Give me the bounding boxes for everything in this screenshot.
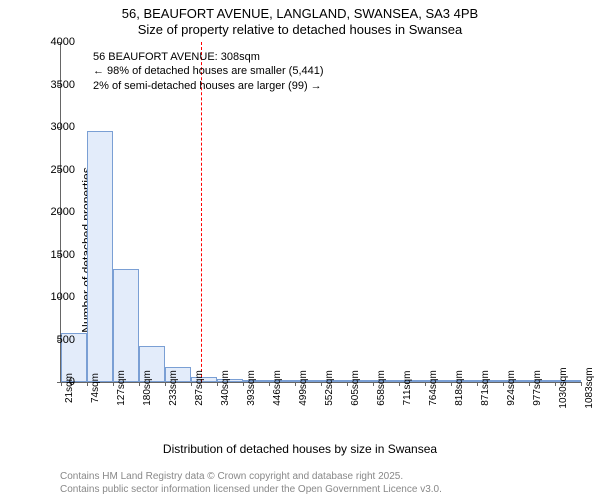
xtick-mark <box>191 382 192 386</box>
xtick-label: 287sqm <box>194 370 205 406</box>
xtick-label: 21sqm <box>64 373 75 403</box>
ytick-label: 1500 <box>51 249 75 261</box>
xtick-label: 233sqm <box>168 370 179 406</box>
xtick-mark <box>373 382 374 386</box>
xtick-mark <box>555 382 556 386</box>
marker-annotation: 56 BEAUFORT AVENUE: 308sqm← 98% of detac… <box>93 50 324 93</box>
xtick-mark <box>477 382 478 386</box>
xtick-label: 74sqm <box>90 373 101 403</box>
chart-title-line2: Size of property relative to detached ho… <box>0 22 600 37</box>
xtick-mark <box>139 382 140 386</box>
attribution-line2: Contains public sector information licen… <box>60 484 442 495</box>
histogram-bar <box>87 131 113 382</box>
xtick-mark <box>113 382 114 386</box>
xtick-mark <box>399 382 400 386</box>
xtick-mark <box>217 382 218 386</box>
xtick-label: 180sqm <box>142 370 153 406</box>
xtick-mark <box>269 382 270 386</box>
xtick-label: 711sqm <box>402 371 413 406</box>
histogram-bar <box>113 269 139 382</box>
xtick-label: 605sqm <box>350 370 361 406</box>
xtick-mark <box>321 382 322 386</box>
xtick-label: 552sqm <box>324 370 335 406</box>
annotation-line3: 2% of semi-detached houses are larger (9… <box>93 79 324 93</box>
marker-line <box>201 42 202 382</box>
chart-title-line1: 56, BEAUFORT AVENUE, LANGLAND, SWANSEA, … <box>0 6 600 21</box>
xtick-mark <box>165 382 166 386</box>
ytick-label: 4000 <box>51 36 75 48</box>
xtick-label: 127sqm <box>116 370 127 406</box>
chart-container: 56, BEAUFORT AVENUE, LANGLAND, SWANSEA, … <box>0 0 600 500</box>
plot-area: 56 BEAUFORT AVENUE: 308sqm← 98% of detac… <box>60 42 581 383</box>
x-axis-label: Distribution of detached houses by size … <box>0 442 600 456</box>
xtick-mark <box>451 382 452 386</box>
attribution-line1: Contains HM Land Registry data © Crown c… <box>60 471 403 482</box>
xtick-mark <box>243 382 244 386</box>
xtick-mark <box>295 382 296 386</box>
xtick-label: 977sqm <box>532 370 543 406</box>
xtick-mark <box>347 382 348 386</box>
ytick-label: 3000 <box>51 121 75 133</box>
xtick-label: 818sqm <box>454 370 465 406</box>
annotation-line1: 56 BEAUFORT AVENUE: 308sqm <box>93 50 324 64</box>
xtick-mark <box>581 382 582 386</box>
xtick-label: 393sqm <box>246 370 257 406</box>
xtick-mark <box>503 382 504 386</box>
xtick-label: 499sqm <box>298 370 309 406</box>
ytick-label: 2000 <box>51 206 75 218</box>
xtick-label: 658sqm <box>376 370 387 406</box>
ytick-label: 1000 <box>51 291 75 303</box>
xtick-label: 1083sqm <box>584 367 595 408</box>
annotation-line2: ← 98% of detached houses are smaller (5,… <box>93 64 324 78</box>
xtick-label: 871sqm <box>480 370 491 406</box>
xtick-label: 446sqm <box>272 370 283 406</box>
xtick-mark <box>61 382 62 386</box>
xtick-mark <box>87 382 88 386</box>
xtick-mark <box>529 382 530 386</box>
xtick-label: 764sqm <box>428 370 439 406</box>
xtick-mark <box>425 382 426 386</box>
ytick-label: 3500 <box>51 79 75 91</box>
xtick-label: 340sqm <box>220 370 231 406</box>
xtick-label: 1030sqm <box>558 367 569 408</box>
ytick-label: 2500 <box>51 164 75 176</box>
xtick-label: 924sqm <box>506 370 517 406</box>
ytick-label: 500 <box>57 334 75 346</box>
